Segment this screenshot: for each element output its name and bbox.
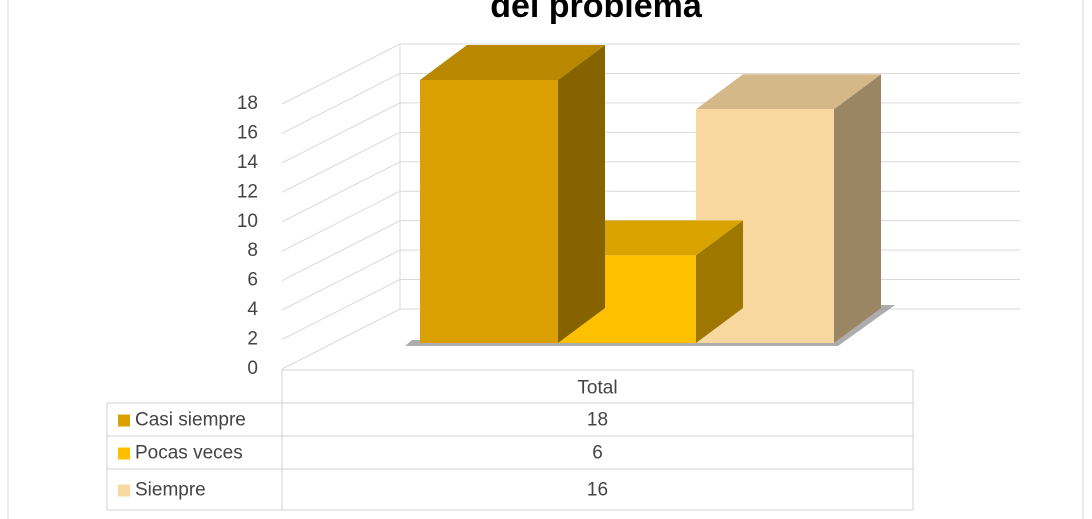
bar-top: [696, 74, 881, 110]
legend-swatch: [118, 484, 130, 497]
legend-swatch: [118, 447, 130, 460]
legend-label: Siempre: [135, 480, 206, 501]
bar: [420, 45, 605, 343]
bar-side: [558, 45, 605, 343]
y-tick-label: 14: [237, 152, 259, 173]
y-tick-label: 4: [247, 299, 258, 320]
y-tick-label: 12: [237, 181, 258, 202]
bar-top: [420, 45, 605, 80]
chart-title: del problema: [490, 0, 703, 25]
legend-label: Casi siempre: [135, 410, 246, 431]
category-label: Total: [577, 378, 617, 399]
y-tick-label: 6: [247, 270, 258, 291]
y-tick-label: 16: [237, 122, 258, 143]
y-tick-label: 0: [247, 358, 258, 379]
grid-line: [281, 43, 1020, 105]
y-tick-label: 2: [247, 329, 258, 350]
grid-line: [281, 102, 1020, 164]
y-tick-label: 18: [237, 93, 258, 114]
table-value: 16: [587, 480, 608, 501]
y-tick-label: 8: [247, 240, 258, 261]
bar-side: [696, 220, 743, 343]
bar-front: [420, 80, 558, 343]
grid-line: [281, 131, 1020, 193]
table-value: 18: [587, 410, 608, 431]
legend-swatch: [118, 414, 130, 427]
bar-side: [834, 74, 881, 343]
legend-label: Pocas veces: [135, 443, 243, 464]
y-tick-label: 10: [237, 211, 258, 232]
table-value: 6: [592, 443, 603, 464]
grid-line: [281, 161, 1020, 223]
grid-line: [281, 72, 1020, 134]
